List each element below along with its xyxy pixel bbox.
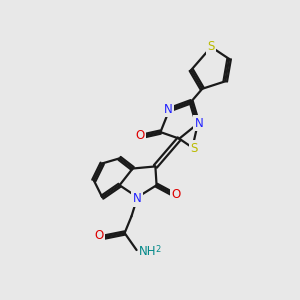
Text: NH: NH xyxy=(139,245,157,258)
Text: O: O xyxy=(135,130,145,142)
Text: 2: 2 xyxy=(155,244,160,253)
Text: N: N xyxy=(164,103,172,116)
Text: N: N xyxy=(195,117,204,130)
Text: S: S xyxy=(208,40,215,53)
Text: O: O xyxy=(94,229,104,242)
Text: S: S xyxy=(190,142,198,155)
Text: N: N xyxy=(133,192,141,205)
Text: O: O xyxy=(172,188,181,201)
